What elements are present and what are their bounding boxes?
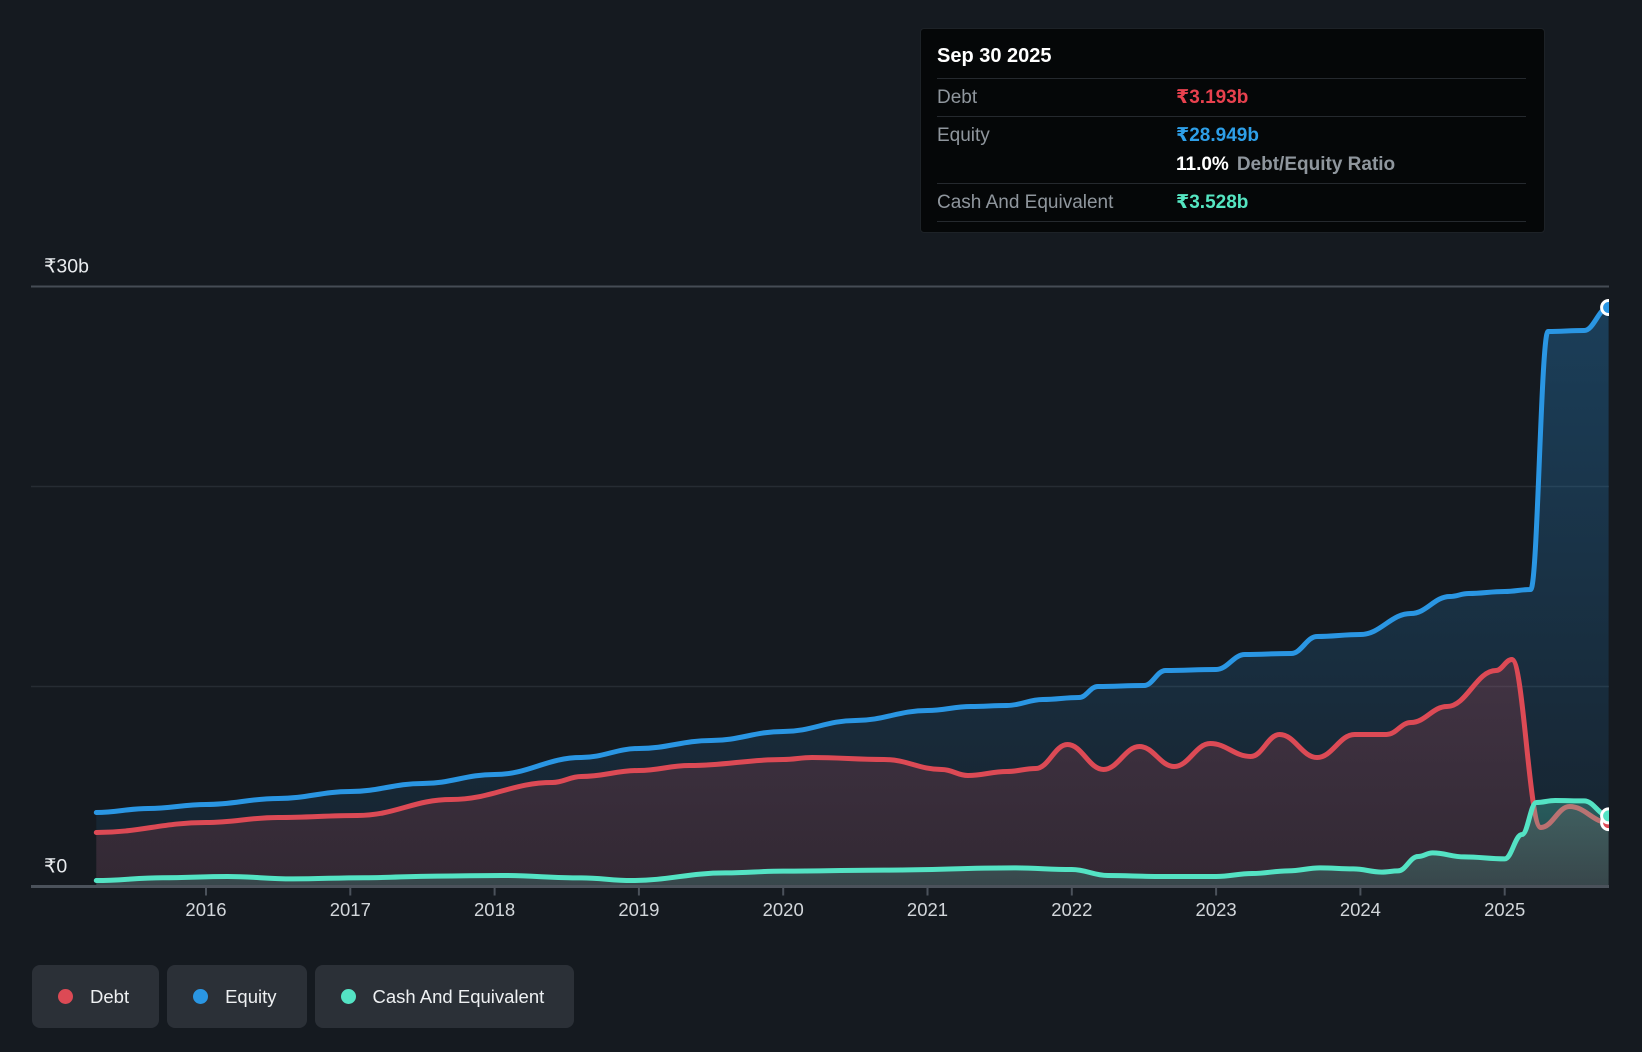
x-label-2024: 2024 [1340, 899, 1381, 920]
tooltip-date: Sep 30 2025 [937, 39, 1526, 78]
legend-cash-label: Cash And Equivalent [373, 986, 545, 1008]
legend-item-equity[interactable]: Equity [167, 965, 306, 1028]
legend-equity-label: Equity [225, 986, 276, 1008]
legend-debt-label: Debt [90, 986, 129, 1008]
x-label-2020: 2020 [763, 899, 804, 920]
tooltip-cash-label: Cash And Equivalent [937, 192, 1176, 214]
tooltip-row-ratio: 11.0% Debt/Equity Ratio [937, 154, 1526, 183]
x-label-2022: 2022 [1051, 899, 1092, 920]
tooltip-row-debt: Debt ₹3.193b [937, 78, 1526, 116]
legend: Debt Equity Cash And Equivalent [32, 965, 574, 1028]
legend-item-cash[interactable]: Cash And Equivalent [315, 965, 575, 1028]
tooltip-row-equity: Equity ₹28.949b [937, 116, 1526, 154]
legend-item-debt[interactable]: Debt [32, 965, 159, 1028]
gridlines [31, 287, 1609, 687]
end-marker-equity [1602, 301, 1616, 315]
tooltip-equity-label: Equity [937, 125, 1176, 147]
equity-dot-icon [193, 989, 208, 1004]
x-label-2021: 2021 [907, 899, 948, 920]
x-label-2018: 2018 [474, 899, 515, 920]
tooltip-row-cash: Cash And Equivalent ₹3.528b [937, 183, 1526, 221]
x-label-2016: 2016 [185, 899, 226, 920]
x-label-2017: 2017 [330, 899, 371, 920]
x-label-2023: 2023 [1196, 899, 1237, 920]
y-label-30: ₹30b [44, 256, 89, 278]
x-label-2025: 2025 [1484, 899, 1525, 920]
tooltip-debt-value: ₹3.193b [1176, 86, 1248, 109]
tooltip: Sep 30 2025 Debt ₹3.193b Equity ₹28.949b… [920, 28, 1545, 233]
y-axis-labels: ₹30b ₹0 [44, 256, 89, 878]
tooltip-cash-value: ₹3.528b [1176, 191, 1248, 214]
x-axis: 2016 2017 2018 2019 2020 2021 2022 2023 2024 2025 [31, 887, 1609, 921]
series-areas-and-lines [96, 301, 1615, 887]
cash-dot-icon [341, 989, 356, 1004]
tooltip-equity-value: ₹28.949b [1176, 124, 1259, 147]
end-marker-cash [1602, 809, 1616, 823]
chart-panel: 2016 2017 2018 2019 2020 2021 2022 2023 2024 2025… [0, 0, 1642, 1052]
debt-dot-icon [58, 989, 73, 1004]
y-label-0: ₹0 [44, 856, 67, 878]
tooltip-ratio-label: Debt/Equity Ratio [1237, 154, 1395, 176]
tooltip-debt-label: Debt [937, 87, 1176, 109]
x-label-2019: 2019 [618, 899, 659, 920]
tooltip-ratio-value: 11.0% [1176, 154, 1229, 176]
